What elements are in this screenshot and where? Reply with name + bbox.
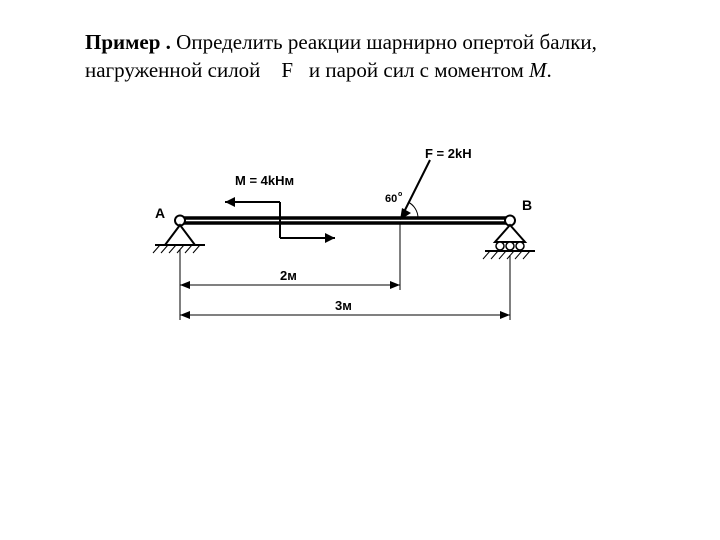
- dim-3m: 3м: [180, 298, 510, 319]
- label-f: F = 2kH: [425, 146, 472, 161]
- period: .: [547, 58, 552, 82]
- svg-text:2м: 2м: [280, 268, 297, 283]
- force-f: [400, 160, 430, 220]
- label-b: B: [522, 197, 532, 213]
- moment-couple: [225, 197, 335, 243]
- svg-text:3м: 3м: [335, 298, 352, 313]
- svg-text:60: 60: [385, 193, 397, 205]
- title-prefix: Пример .: [85, 30, 171, 54]
- problem-statement: Пример . Определить реакции шарнирно опе…: [85, 28, 645, 85]
- support-a: [153, 216, 205, 254]
- beam-diagram: A B M = 4kHм F = 2kH 60 o: [130, 140, 590, 360]
- dim-2m: 2м: [180, 268, 400, 289]
- moment-symbol: М: [529, 58, 547, 82]
- svg-text:o: o: [398, 191, 402, 198]
- label-a: A: [155, 205, 165, 221]
- label-m: M = 4kHм: [235, 173, 294, 188]
